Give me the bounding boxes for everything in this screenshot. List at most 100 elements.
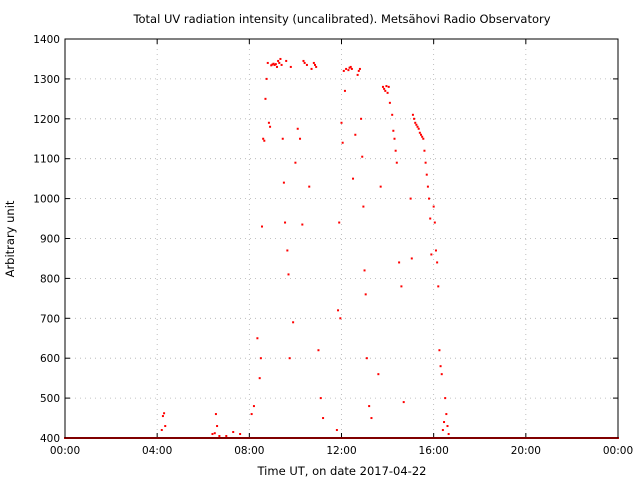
data-point <box>273 63 276 66</box>
plot-frame <box>64 38 619 439</box>
data-point <box>301 223 304 226</box>
data-point <box>343 89 346 92</box>
data-point <box>267 121 270 124</box>
data-point <box>402 401 405 404</box>
data-point <box>432 205 435 208</box>
data-point <box>289 65 292 68</box>
data-point <box>312 61 315 64</box>
x-axis-label: Time UT, on date 2017-04-22 <box>257 464 427 478</box>
data-point <box>340 121 343 124</box>
y-tick-label: 1300 <box>33 74 60 86</box>
data-point <box>439 365 442 368</box>
data-point <box>425 173 428 176</box>
data-point <box>292 321 295 324</box>
data-point <box>337 309 340 312</box>
data-point <box>256 337 259 340</box>
data-point <box>299 137 302 140</box>
data-point <box>280 63 283 66</box>
data-point <box>259 357 262 360</box>
data-point <box>363 269 366 272</box>
data-point <box>314 63 317 66</box>
data-point <box>361 155 364 158</box>
data-point <box>263 139 266 142</box>
data-point <box>232 431 235 434</box>
data-point <box>394 149 397 152</box>
x-tick-label: 00:00 <box>50 445 80 457</box>
data-point <box>272 62 275 65</box>
data-point <box>211 433 214 436</box>
data-point <box>319 397 322 400</box>
data-point <box>214 413 217 416</box>
data-point <box>418 131 421 134</box>
data-point <box>424 161 427 164</box>
data-point <box>265 77 268 80</box>
data-point <box>426 185 429 188</box>
data-point <box>286 249 289 252</box>
data-point <box>282 181 285 184</box>
data-point <box>383 87 386 90</box>
data-point <box>302 59 305 62</box>
chart-title: Total UV radiation intensity (uncalibrat… <box>132 12 550 26</box>
y-tick-label: 1000 <box>33 194 60 206</box>
data-points <box>64 57 619 439</box>
data-point <box>357 69 360 72</box>
data-point <box>358 67 361 70</box>
data-point <box>438 349 441 352</box>
x-tick-label: 04:00 <box>142 445 172 457</box>
data-point <box>398 261 401 264</box>
data-point <box>296 127 299 130</box>
data-point <box>384 89 387 92</box>
y-tick-label: 1100 <box>33 154 60 166</box>
data-point <box>436 261 439 264</box>
data-point <box>365 357 368 360</box>
x-tick-label: 16:00 <box>419 445 449 457</box>
data-point <box>284 221 287 224</box>
data-point <box>278 61 281 64</box>
data-point <box>395 161 398 164</box>
data-point <box>354 133 357 136</box>
data-point <box>416 125 419 128</box>
data-point <box>310 67 313 70</box>
data-point <box>350 67 353 70</box>
data-point <box>437 285 440 288</box>
data-point <box>388 101 391 104</box>
data-point <box>400 285 403 288</box>
data-point <box>429 217 432 220</box>
data-point <box>364 293 367 296</box>
y-tick-label: 1200 <box>33 114 60 126</box>
y-axis-label: Arbitrary unit <box>3 200 17 277</box>
data-point <box>285 59 288 62</box>
data-point <box>341 141 344 144</box>
data-point <box>345 67 348 70</box>
data-point <box>392 129 395 132</box>
x-tick-label: 12:00 <box>326 445 356 457</box>
data-point <box>414 121 417 124</box>
data-point <box>410 257 413 260</box>
data-point <box>348 66 351 69</box>
data-point <box>422 137 425 140</box>
y-tick-label: 800 <box>40 273 60 285</box>
data-point <box>264 97 267 100</box>
y-tick-label: 700 <box>40 313 60 325</box>
x-tick-label: 00:00 <box>603 445 633 457</box>
data-point <box>381 85 384 88</box>
data-point <box>434 249 437 252</box>
data-point <box>335 429 338 432</box>
data-point <box>349 65 352 68</box>
data-point <box>216 425 219 428</box>
data-point <box>287 273 290 276</box>
data-point <box>275 65 278 68</box>
data-point <box>317 349 320 352</box>
y-tick-label: 1400 <box>33 34 60 46</box>
data-point <box>377 373 380 376</box>
data-point <box>160 429 163 432</box>
data-point <box>447 433 450 436</box>
data-point <box>417 127 420 130</box>
data-point <box>386 91 389 94</box>
data-point <box>443 421 446 424</box>
data-point <box>411 113 414 116</box>
data-point <box>347 69 350 72</box>
data-point <box>428 197 431 200</box>
data-point <box>445 413 448 416</box>
data-point <box>218 435 221 438</box>
